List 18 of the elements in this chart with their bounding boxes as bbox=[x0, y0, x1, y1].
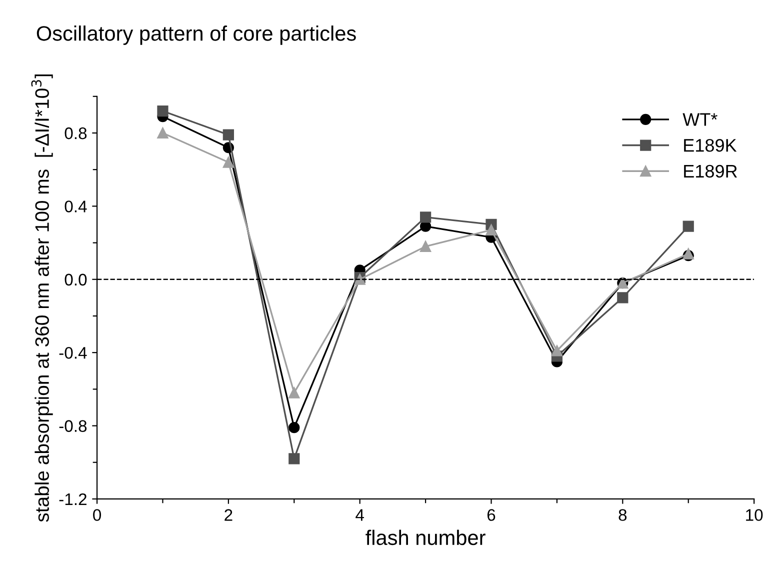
y-tick-label: -1.2 bbox=[59, 493, 86, 505]
y-tick-label: 0.0 bbox=[64, 274, 87, 286]
y-axis-title: stable absorption at 360 nm after 100 ms [-ΔI/I*10$^{3}$] bbox=[31, 74, 53, 522]
x-tick-label: 2 bbox=[224, 509, 232, 521]
legend-label: E189R bbox=[684, 164, 737, 178]
x-tick-label: 8 bbox=[618, 509, 627, 521]
chart-title: Oscillatory pattern of core particles bbox=[36, 26, 356, 45]
y-tick-label: 0.8 bbox=[64, 127, 87, 140]
x-tick-label: 0 bbox=[93, 509, 102, 521]
x-tick-label: 10 bbox=[746, 509, 763, 521]
legend-label: WT* bbox=[682, 113, 718, 126]
y-tick-label: -0.8 bbox=[59, 420, 87, 432]
y-tick-label: 0.4 bbox=[64, 200, 87, 212]
x-axis-title: flash number bbox=[366, 530, 486, 546]
x-tick-label: 4 bbox=[356, 509, 364, 521]
legend-label: E189K bbox=[684, 138, 737, 152]
x-tick-label: 6 bbox=[487, 509, 496, 521]
y-tick-label: -0.4 bbox=[59, 346, 87, 359]
